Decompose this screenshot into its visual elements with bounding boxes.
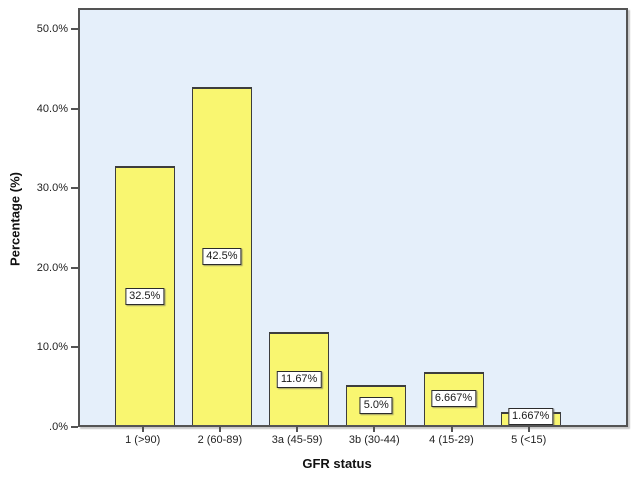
bar-value-label: 5.0% [359,397,393,415]
bar-value-label: 42.5% [202,247,242,265]
bar-value-label: 11.67% [276,370,322,388]
y-axis-tick-label: 10.0% [36,341,68,354]
y-axis-tick-mark [71,426,78,428]
x-axis-category-label: 2 (60-89) [197,434,243,446]
bar-value-label: 32.5% [125,287,165,305]
x-axis-tick-mark [218,427,221,432]
y-axis-tick-mark [71,266,78,269]
x-axis-tick-mark [527,427,530,432]
y-axis-tick-mark [71,107,78,110]
y-axis-tick-label: 20.0% [36,261,68,274]
y-axis-tick-mark [71,187,78,190]
x-axis-tick-mark [450,427,453,432]
y-axis-tick-label: .0% [49,421,68,433]
x-axis-category-label: 3a (45-59) [271,434,323,446]
y-axis-tick-mark [71,346,78,349]
x-axis-category-label: 4 (15-29) [429,434,474,446]
y-axis-tick-label: 50.0% [36,23,68,35]
bar-value-label: 1.667% [508,408,554,425]
x-axis-category-label: 1 (>90) [125,434,161,446]
y-axis-tick-mark [71,28,78,30]
x-axis-tick-mark [141,427,144,432]
x-axis-category-label: 3b (30-44) [348,434,400,446]
y-axis-tick-label: 40.0% [36,102,68,115]
x-axis-tick-mark [296,427,299,432]
x-axis-title: GFR status [302,456,372,471]
x-axis-category-label: 5 (<15) [511,434,547,446]
plot-area: 32.5% 42.5% 11.67% 5.0% 6.667% 1.667% [78,8,628,427]
x-axis-tick-mark [373,427,376,432]
y-axis-tick-label: 30.0% [36,182,68,195]
bar-value-label: 6.667% [430,390,477,408]
